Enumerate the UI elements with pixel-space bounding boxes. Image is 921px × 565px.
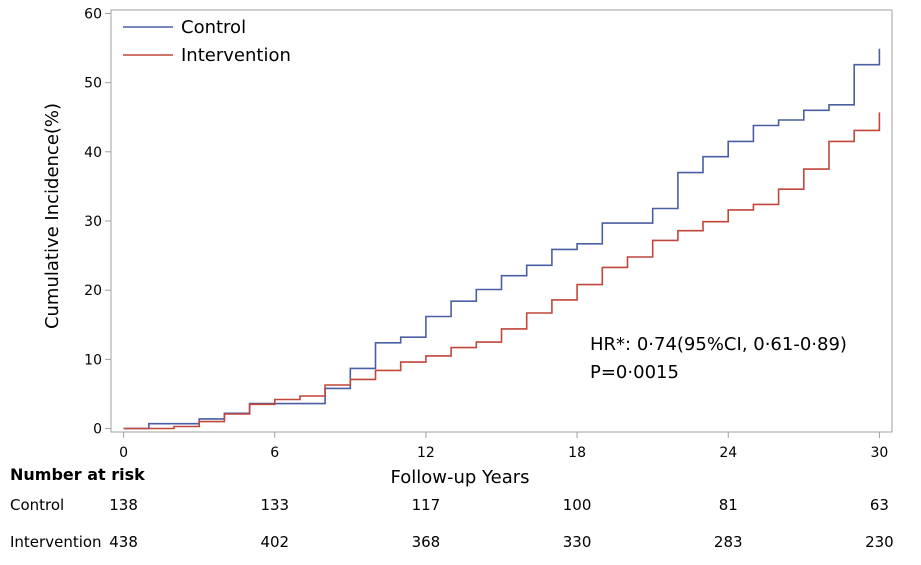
y-axis: 0 10 20 30 40 50 60	[84, 6, 111, 438]
x-tick-label: 12	[417, 445, 435, 461]
x-tick-label: 18	[568, 445, 586, 461]
y-tick-label: 30	[84, 214, 102, 230]
risk-values: 138 133 117 100 81 63 438 402 368 330 283 230	[109, 496, 893, 551]
risk-value: 100	[563, 496, 592, 514]
risk-value: 138	[109, 496, 138, 514]
risk-value: 63	[870, 496, 889, 514]
risk-value: 368	[412, 533, 441, 551]
x-tick-label: 0	[119, 445, 128, 461]
y-tick-label: 40	[84, 145, 102, 161]
risk-table: Number at risk Control Intervention 138 1…	[10, 465, 894, 551]
x-axis: 0 6 12 18 24 30	[119, 432, 888, 461]
y-tick-label: 50	[84, 76, 102, 92]
x-tick-label: 24	[719, 445, 737, 461]
x-tick-label: 6	[270, 445, 279, 461]
risk-value: 402	[260, 533, 289, 551]
y-tick-label: 20	[84, 283, 102, 299]
p-value-annotation: P=0·0015	[590, 362, 679, 383]
risk-value: 330	[563, 533, 592, 551]
risk-value: 117	[412, 496, 441, 514]
series-line-control	[123, 48, 881, 430]
risk-value: 283	[714, 533, 743, 551]
legend-label-intervention: Intervention	[181, 45, 291, 66]
y-tick-label: 0	[93, 422, 102, 438]
risk-value: 438	[109, 533, 138, 551]
risk-row-label-intervention: Intervention	[10, 533, 102, 551]
x-axis-title: Follow-up Years	[391, 467, 530, 488]
plot-frame	[110, 9, 893, 433]
risk-row-label-control: Control	[10, 496, 64, 514]
series-layer	[123, 48, 881, 430]
y-axis-title: Cumulative Incidence(%)	[42, 103, 63, 329]
series-line-intervention	[123, 112, 881, 430]
risk-value: 133	[260, 496, 289, 514]
y-tick-label: 10	[84, 352, 102, 368]
hazard-ratio-annotation: HR*: 0·74(95%CI, 0·61-0·89)	[590, 334, 847, 355]
y-tick-label: 60	[84, 6, 102, 22]
risk-value: 230	[865, 533, 894, 551]
x-tick-label: 30	[870, 445, 888, 461]
legend-label-control: Control	[181, 17, 246, 38]
legend: Control Intervention	[123, 17, 291, 66]
risk-value: 81	[719, 496, 738, 514]
risk-table-title: Number at risk	[10, 465, 145, 484]
